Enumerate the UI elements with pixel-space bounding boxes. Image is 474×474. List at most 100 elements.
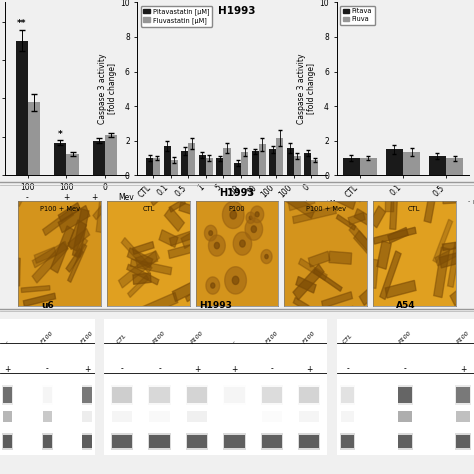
Bar <box>111 385 133 404</box>
Bar <box>3 435 12 448</box>
Bar <box>287 148 294 175</box>
Bar <box>181 151 188 175</box>
Polygon shape <box>143 292 178 317</box>
Polygon shape <box>214 242 219 249</box>
Polygon shape <box>164 207 184 231</box>
Bar <box>217 158 223 175</box>
Bar <box>82 433 92 449</box>
Bar <box>153 158 160 175</box>
Polygon shape <box>428 164 438 192</box>
Text: CTL: CTL <box>142 206 155 211</box>
Bar <box>403 152 420 175</box>
Text: -: - <box>121 365 124 374</box>
Text: +: + <box>324 200 330 205</box>
Polygon shape <box>68 228 90 249</box>
Polygon shape <box>380 251 401 300</box>
Text: -: - <box>263 200 265 205</box>
Polygon shape <box>127 264 159 285</box>
Polygon shape <box>169 199 185 212</box>
Bar <box>224 387 245 403</box>
Polygon shape <box>370 206 386 228</box>
Bar <box>261 433 283 449</box>
Polygon shape <box>230 211 237 219</box>
Polygon shape <box>388 228 408 243</box>
Bar <box>262 435 282 448</box>
Polygon shape <box>32 241 68 268</box>
Polygon shape <box>74 238 88 258</box>
Bar <box>82 411 92 422</box>
Polygon shape <box>179 202 216 222</box>
Bar <box>148 433 171 449</box>
Bar <box>2 433 13 449</box>
Polygon shape <box>296 276 316 293</box>
Polygon shape <box>329 251 352 264</box>
Bar <box>111 433 133 449</box>
Text: -: - <box>346 365 349 374</box>
Polygon shape <box>245 218 263 240</box>
Bar <box>456 411 470 422</box>
Text: Mev: Mev <box>329 200 342 205</box>
Text: -: - <box>242 200 244 205</box>
Text: -: - <box>468 200 470 205</box>
Polygon shape <box>66 248 83 272</box>
Polygon shape <box>265 255 268 259</box>
Polygon shape <box>313 269 342 292</box>
Text: +: + <box>84 365 91 374</box>
Bar <box>299 387 319 403</box>
Polygon shape <box>93 191 117 220</box>
Polygon shape <box>51 226 74 273</box>
Bar <box>262 387 282 403</box>
Bar <box>398 387 412 403</box>
Polygon shape <box>58 203 80 222</box>
Polygon shape <box>58 206 90 233</box>
Polygon shape <box>127 248 153 268</box>
Bar <box>298 385 320 404</box>
Polygon shape <box>288 192 315 210</box>
Text: F100: F100 <box>80 330 94 345</box>
Bar <box>146 158 153 175</box>
Text: CTL: CTL <box>408 206 420 211</box>
Text: P100: P100 <box>152 330 167 345</box>
Polygon shape <box>246 212 255 223</box>
Text: H1993: H1993 <box>199 301 232 310</box>
Text: -: - <box>402 200 404 205</box>
Bar <box>43 387 52 403</box>
Polygon shape <box>240 240 245 247</box>
Bar <box>112 387 132 403</box>
Polygon shape <box>211 283 215 288</box>
Bar <box>298 433 320 449</box>
Polygon shape <box>14 182 29 207</box>
Bar <box>311 160 319 175</box>
Text: -: - <box>232 339 237 345</box>
Text: -: - <box>200 200 202 205</box>
Bar <box>149 435 170 448</box>
Bar <box>92 141 105 175</box>
Polygon shape <box>359 284 379 305</box>
Polygon shape <box>159 230 178 247</box>
Bar <box>456 387 470 403</box>
Text: -: - <box>271 365 273 374</box>
Bar <box>171 160 178 175</box>
Polygon shape <box>434 247 449 298</box>
Bar <box>259 144 266 175</box>
Text: +: + <box>91 192 98 201</box>
Bar <box>54 143 66 175</box>
Polygon shape <box>233 232 252 255</box>
Polygon shape <box>185 282 210 302</box>
Bar <box>16 41 28 175</box>
Polygon shape <box>255 212 259 217</box>
Bar <box>223 385 246 404</box>
Bar <box>187 387 207 403</box>
Bar <box>188 143 195 175</box>
Text: H1993: H1993 <box>218 6 256 16</box>
Polygon shape <box>80 155 91 195</box>
Text: +: + <box>231 365 237 374</box>
Bar <box>456 385 471 404</box>
Polygon shape <box>251 206 264 223</box>
Polygon shape <box>181 224 210 248</box>
Bar <box>43 411 52 422</box>
Polygon shape <box>96 181 108 233</box>
Polygon shape <box>341 189 362 202</box>
Polygon shape <box>385 169 394 212</box>
Polygon shape <box>130 259 172 275</box>
